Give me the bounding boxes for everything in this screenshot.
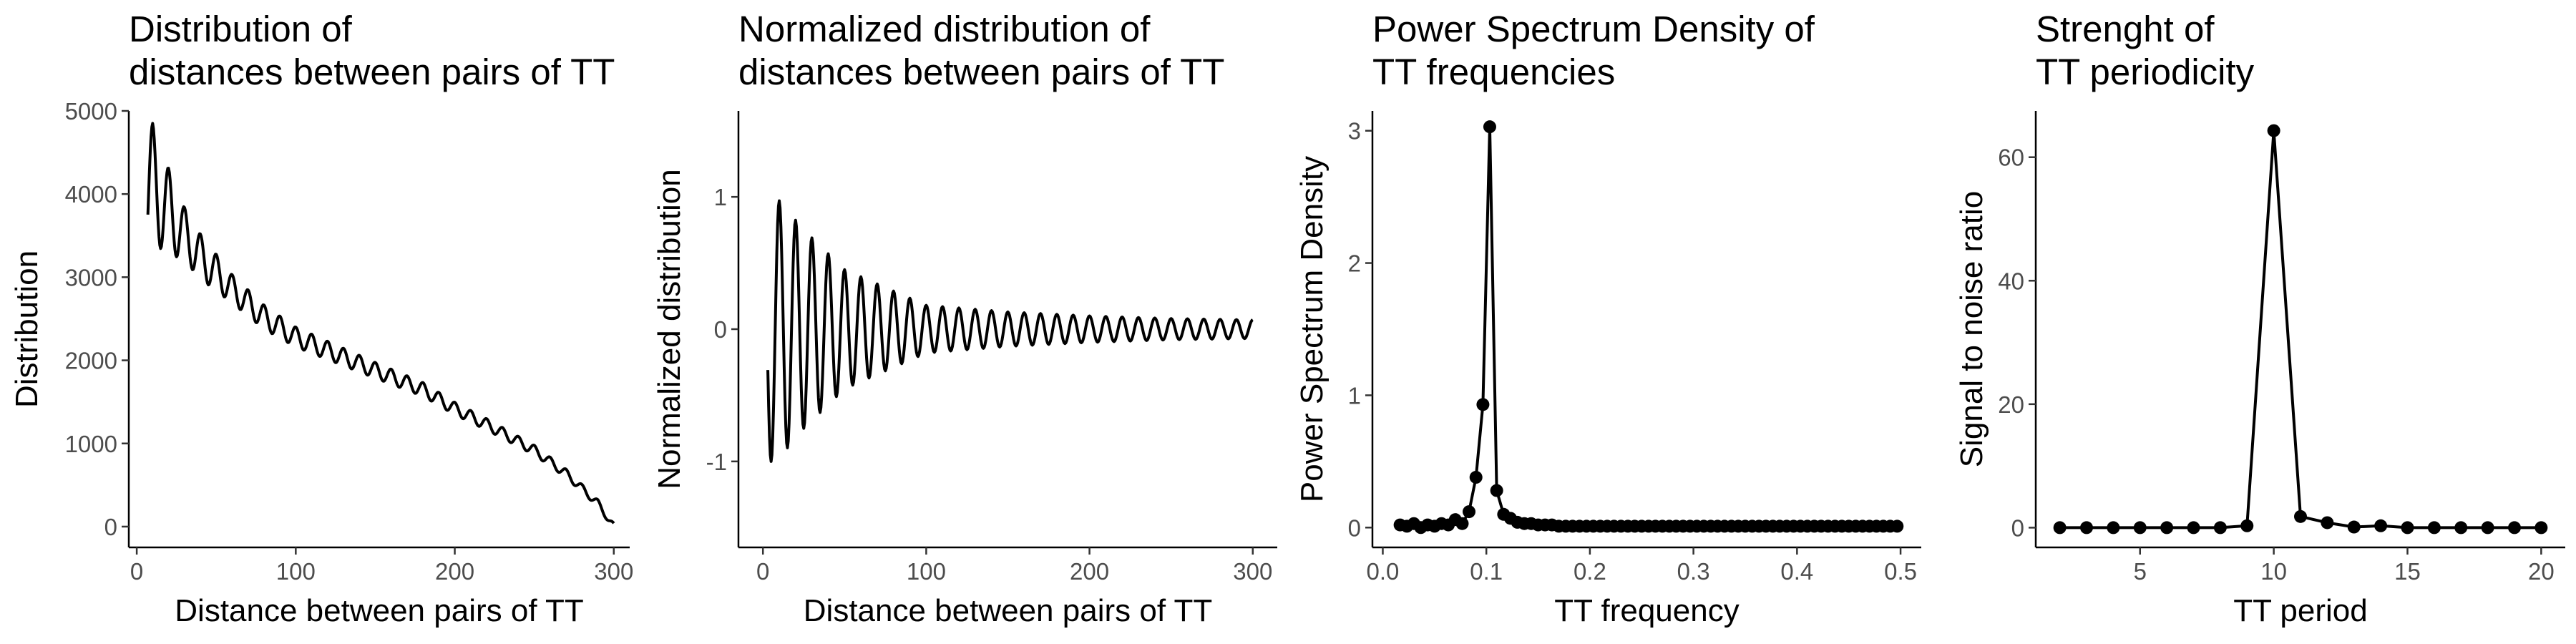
x-tick-label: 5 — [2134, 558, 2147, 585]
chart-title-line: TT frequencies — [1372, 52, 1615, 92]
series-line — [1400, 125, 1898, 530]
y-tick-label: 2 — [1348, 250, 1361, 277]
y-tick-label: 0 — [104, 514, 117, 540]
x-tick-label: 300 — [594, 558, 633, 585]
data-point — [2213, 521, 2227, 535]
data-point — [1476, 398, 1490, 411]
y-tick-label: 1000 — [65, 431, 117, 457]
x-tick-label: 200 — [435, 558, 474, 585]
y-tick-label: 1 — [1348, 382, 1361, 409]
x-tick-label: 300 — [1233, 558, 1272, 585]
y-tick-label: 5000 — [65, 98, 117, 125]
data-point — [2321, 516, 2334, 530]
data-point — [2374, 519, 2388, 532]
y-tick-label: 20 — [1998, 391, 2024, 418]
data-point — [2080, 521, 2094, 535]
data-point — [2401, 521, 2414, 535]
x-tick-label: 0.3 — [1677, 558, 1710, 585]
chart-title-line: Power Spectrum Density of — [1372, 9, 1815, 49]
x-tick-label: 0.2 — [1574, 558, 1606, 585]
x-tick-label: 0 — [130, 558, 143, 585]
y-axis-label: Power Spectrum Density — [1294, 156, 1330, 502]
data-point — [2507, 521, 2521, 535]
x-axis-label: TT frequency — [1554, 593, 1739, 628]
data-point — [1490, 484, 1503, 497]
chart-title-line: TT periodicity — [2036, 52, 2255, 92]
y-tick-label: -1 — [706, 449, 727, 475]
y-tick-label: 3 — [1348, 118, 1361, 145]
y-tick-label: 0 — [1348, 514, 1361, 541]
data-point — [2133, 521, 2147, 535]
x-tick-label: 15 — [2394, 558, 2421, 585]
chart-title-line: Distribution of — [129, 9, 353, 49]
data-point — [2427, 521, 2441, 535]
x-axis-label: Distance between pairs of TT — [804, 593, 1212, 628]
y-axis-label: Normalized distribution — [652, 169, 687, 489]
y-axis-label: Signal to noise ratio — [1954, 191, 1989, 467]
data-point — [1469, 471, 1483, 484]
data-point — [1483, 120, 1496, 134]
data-point — [2240, 519, 2254, 532]
y-tick-label: 2000 — [65, 348, 117, 374]
data-point — [2481, 521, 2494, 535]
x-tick-label: 0.5 — [1884, 558, 1917, 585]
y-tick-label: 3000 — [65, 264, 117, 291]
data-point — [2347, 520, 2361, 534]
x-tick-label: 0.1 — [1470, 558, 1503, 585]
y-axis-label: Distribution — [9, 250, 44, 408]
data-point — [2454, 521, 2468, 535]
data-point — [1890, 519, 1904, 533]
y-tick-label: 0 — [2011, 514, 2024, 541]
x-tick-label: 100 — [276, 558, 316, 585]
chart-title-line: distances between pairs of TT — [738, 52, 1224, 92]
x-tick-label: 200 — [1070, 558, 1109, 585]
data-point — [2294, 509, 2307, 523]
x-tick-label: 0.0 — [1367, 558, 1400, 585]
y-tick-label: 4000 — [65, 181, 117, 208]
data-point — [2053, 521, 2067, 535]
chart-title-line: Normalized distribution of — [738, 9, 1151, 49]
data-point — [1455, 517, 1469, 530]
data-point — [1463, 505, 1476, 519]
x-tick-label: 0 — [756, 558, 769, 585]
y-tick-label: 60 — [1998, 145, 2024, 171]
data-point — [2187, 521, 2200, 535]
data-point — [2267, 124, 2280, 137]
x-tick-label: 10 — [2260, 558, 2287, 585]
series-line — [146, 122, 615, 525]
chart-title-line: Strenght of — [2036, 9, 2215, 49]
x-tick-label: 100 — [907, 558, 946, 585]
x-axis-label: Distance between pairs of TT — [175, 593, 583, 628]
data-point — [2160, 521, 2174, 535]
series-line — [2059, 129, 2542, 530]
chart-title-line: distances between pairs of TT — [129, 52, 615, 92]
y-tick-label: 40 — [1998, 268, 2024, 294]
data-point — [2107, 521, 2120, 535]
data-point — [2534, 521, 2548, 535]
series-line — [766, 199, 1254, 463]
y-tick-label: 0 — [714, 316, 727, 343]
x-axis-label: TT period — [2233, 593, 2368, 628]
y-tick-label: 1 — [714, 184, 727, 210]
x-tick-label: 0.4 — [1780, 558, 1813, 585]
x-tick-label: 20 — [2528, 558, 2555, 585]
